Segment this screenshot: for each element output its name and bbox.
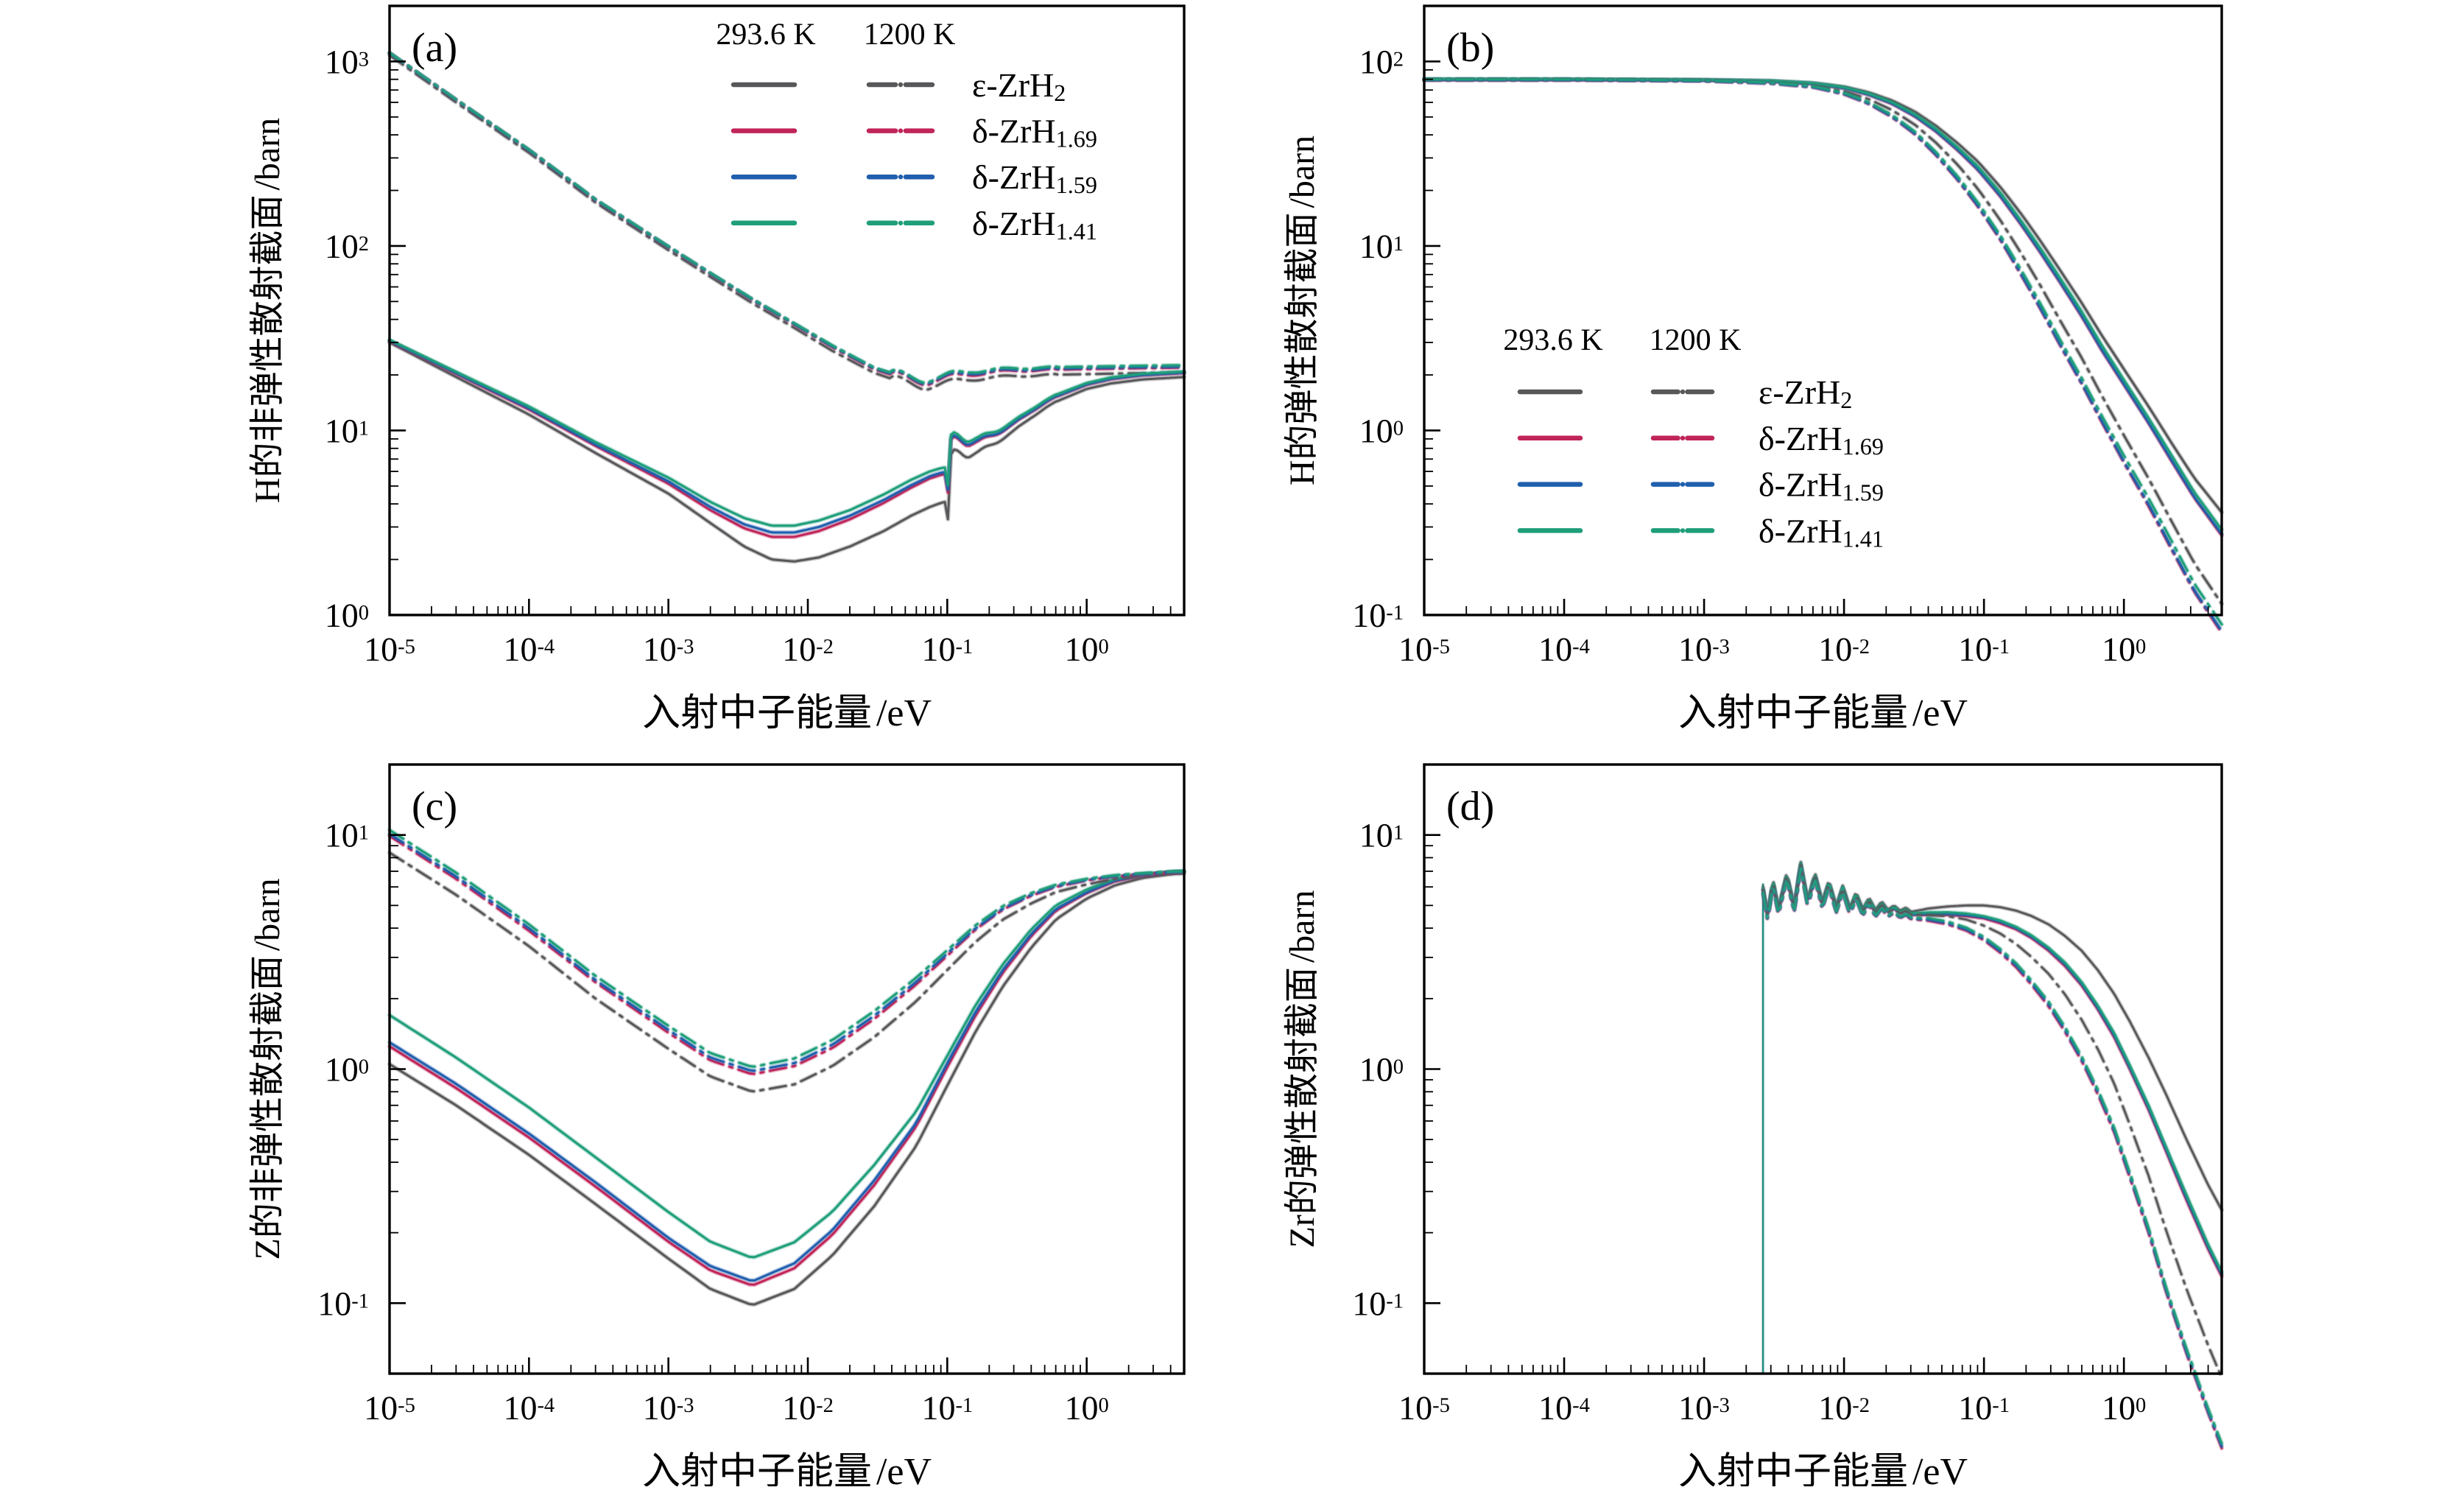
svg-text:Z的非弹性散射截面/barn: Z的非弹性散射截面/barn [248,879,287,1260]
svg-text:1200 K: 1200 K [1650,323,1742,357]
svg-text:1200 K: 1200 K [864,18,956,52]
svg-text:(a): (a) [412,25,457,71]
svg-text:ε-ZrH2: ε-ZrH2 [972,66,1066,106]
svg-text:ε-ZrH2: ε-ZrH2 [1759,373,1852,413]
svg-text:入射中子能量/eV: 入射中子能量/eV [642,692,932,734]
svg-text:293.6 K: 293.6 K [716,18,815,52]
svg-text:入射中子能量/eV: 入射中子能量/eV [642,1451,932,1486]
svg-text:入射中子能量/eV: 入射中子能量/eV [1678,692,1968,734]
svg-text:293.6 K: 293.6 K [1503,323,1602,357]
svg-text:(c): (c) [412,784,457,829]
svg-text:H的非弹性散射截面/barn: H的非弹性散射截面/barn [248,118,287,503]
svg-text:(d): (d) [1446,784,1494,829]
svg-text:(b): (b) [1446,25,1494,71]
svg-text:H的弹性散射截面/barn: H的弹性散射截面/barn [1283,136,1322,485]
svg-text:入射中子能量/eV: 入射中子能量/eV [1678,1451,1968,1486]
svg-text:Zr的弹性散射截面/barn: Zr的弹性散射截面/barn [1283,890,1322,1248]
